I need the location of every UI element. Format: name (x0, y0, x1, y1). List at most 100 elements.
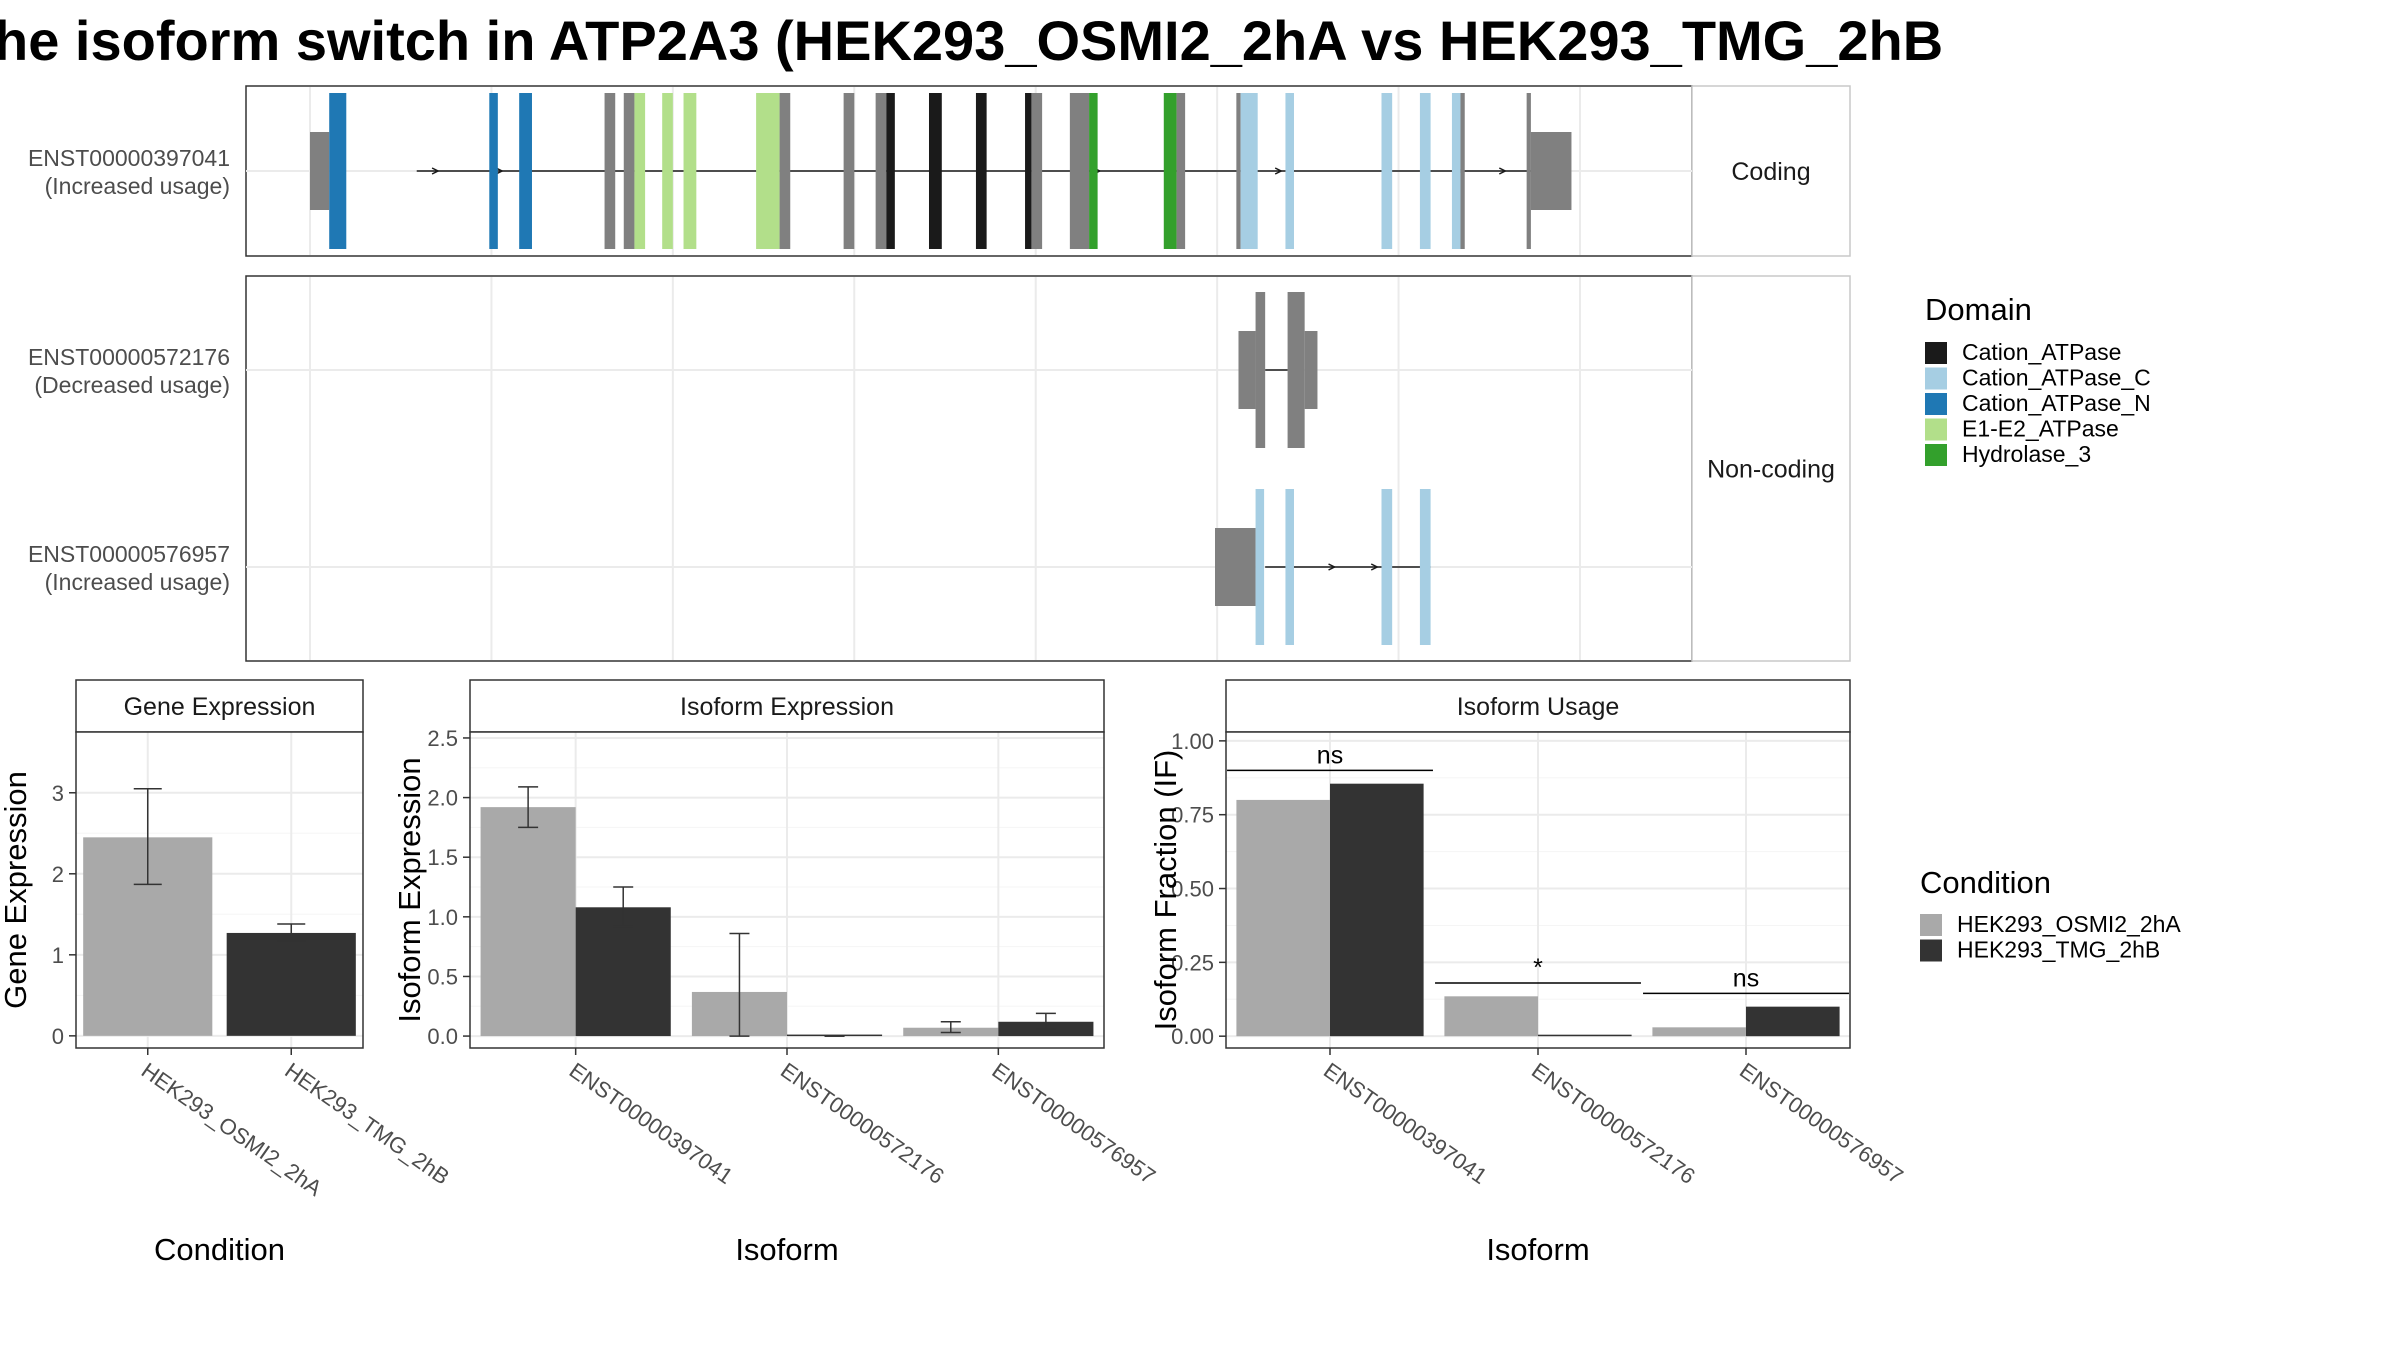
y-tick-label: 2.5 (427, 726, 458, 751)
exon-Cation_ATPase_C (1419, 93, 1431, 249)
strand-arrow (495, 167, 504, 175)
exon-none (1304, 331, 1318, 409)
strip-coding (1691, 85, 1851, 257)
domain-legend-title: Domain (1925, 292, 2032, 327)
transcript-usage-label: (Decreased usage) (34, 372, 230, 398)
domain-legend-label: E1-E2_ATPase (1962, 416, 2119, 442)
strand-arrow (431, 167, 440, 175)
exon-Cation_ATPase_N (329, 93, 347, 249)
transcript-id-label: ENST00000572176 (28, 344, 230, 370)
y-tick-label: 0.5 (427, 964, 458, 989)
bar-HEK293_OSMI2_2hA (1236, 799, 1330, 1037)
domain-legend-swatch (1925, 444, 1947, 466)
bar-charts: Gene Expression0123HEK293_OSMI2_2hAHEK29… (0, 679, 1908, 1267)
bar-HEK293_TMG_2hB (575, 907, 671, 1037)
x-axis-title: Condition (154, 1232, 285, 1267)
y-tick-label: 0.25 (1171, 950, 1214, 975)
domain-legend-label: Cation_ATPase_C (1962, 365, 2151, 391)
y-axis-title: Isoform Fraction (IF) (1148, 750, 1183, 1031)
chart-1: Gene Expression0123HEK293_OSMI2_2hAHEK29… (0, 679, 454, 1267)
bar-HEK293_TMG_2hB (1330, 783, 1424, 1037)
exon-none (1069, 93, 1090, 249)
exon-Hydrolase_3 (1163, 93, 1177, 249)
exon-Cation_ATPase_C (1381, 489, 1393, 645)
y-tick-label: 1.0 (427, 905, 458, 930)
x-tick-label: ENST00000572176 (1527, 1058, 1700, 1189)
chart-2: Isoform Expression0.00.51.01.52.02.5ENST… (392, 679, 1160, 1267)
domain-legend-label: Cation_ATPase_N (1962, 390, 2151, 416)
significance-label: ns (1317, 741, 1343, 769)
strand-arrow (1370, 563, 1379, 571)
exon-none (1287, 292, 1305, 448)
transcript-structure-panel: CodingNon-codingENST00000397041(Increase… (28, 85, 1851, 662)
exon-Cation_ATPase_C (1419, 489, 1431, 645)
y-tick-label: 0.75 (1171, 803, 1214, 828)
significance-label: * (1533, 954, 1543, 982)
transcript-id-label: ENST00000397041 (28, 145, 230, 171)
exon-E1-E2_ATPase (634, 93, 646, 249)
domain-legend-swatch (1925, 418, 1947, 441)
chart-title-strip (75, 679, 364, 733)
y-tick-label: 0 (52, 1024, 64, 1049)
bar-HEK293_OSMI2_2hA (1652, 1027, 1746, 1037)
exon-Cation_ATPase_N (519, 93, 532, 249)
chart-3: Isoform Usage 0.00 0.25 0.50 0.75 1.00 ns * ns EN… (1148, 679, 1908, 1267)
exon-none (1215, 528, 1256, 606)
y-axis-title: Gene Expression (0, 771, 33, 1009)
x-tick-label: ENST00000576957 (987, 1058, 1160, 1189)
exon-Cation_ATPase_N (489, 93, 498, 249)
y-tick-label: 0.0 (427, 1024, 458, 1049)
exon-none (1460, 93, 1465, 249)
condition-legend-label: HEK293_TMG_2hB (1957, 937, 2160, 963)
exon-Cation_ATPase_C (1285, 93, 1294, 249)
bar-HEK293_TMG_2hB (1746, 1006, 1840, 1037)
transcript-panel-noncoding (245, 275, 1693, 662)
exon-Hydrolase_3 (1089, 93, 1098, 249)
exon-none (1255, 292, 1266, 448)
chart-title: Isoform Expression (680, 693, 894, 721)
y-tick-label: 0.00 (1171, 1024, 1214, 1049)
exon-none (310, 132, 330, 210)
domain-legend-swatch (1925, 342, 1947, 364)
exon-none (604, 93, 616, 249)
exon-Cation_ATPase_C (1255, 489, 1265, 645)
chart-title-strip (469, 679, 1105, 733)
transcript-usage-label: (Increased usage) (45, 173, 230, 199)
strand-arrow (1274, 167, 1283, 175)
exon-E1-E2_ATPase (683, 93, 697, 249)
y-tick-label: 1.00 (1171, 729, 1214, 754)
condition-legend-label: HEK293_OSMI2_2hA (1957, 911, 2181, 937)
x-tick-label: ENST00000576957 (1735, 1058, 1908, 1189)
transcript-id-label: ENST00000576957 (28, 541, 230, 567)
exon-Cation_ATPase (886, 93, 895, 249)
bar-HEK293_OSMI2_2hA (1444, 996, 1538, 1037)
chart-title: Isoform Usage (1457, 693, 1620, 721)
y-tick-label: 2 (52, 862, 64, 887)
exon-none (1526, 93, 1531, 249)
bar-HEK293_OSMI2_2hA (480, 807, 576, 1037)
y-tick-label: 2.0 (427, 786, 458, 811)
domain-legend-label: Hydrolase_3 (1962, 441, 2091, 467)
x-axis-title: Isoform (735, 1232, 838, 1267)
significance-label: ns (1733, 964, 1759, 992)
x-axis-title: Isoform (1486, 1232, 1589, 1267)
domain-legend-swatch (1925, 367, 1947, 390)
x-tick-label: ENST00000572176 (776, 1058, 949, 1189)
chart-title: Gene Expression (124, 693, 316, 721)
strip-label-coding: Coding (1731, 158, 1810, 186)
exon-Cation_ATPase (1025, 93, 1032, 249)
bar-HEK293_TMG_2hB (1538, 1034, 1632, 1037)
exon-none (623, 93, 635, 249)
exon-none (875, 93, 887, 249)
domain-legend-label: Cation_ATPase (1962, 339, 2121, 365)
domain-legend: Domain Cation_ATPaseCation_ATPase_CCation… (1925, 292, 2151, 467)
exon-Cation_ATPase (975, 93, 987, 249)
exon-Cation_ATPase_C (1285, 489, 1294, 645)
condition-legend-swatch (1920, 914, 1942, 936)
exon-none (1031, 93, 1043, 249)
strand-arrow (1328, 563, 1337, 571)
x-tick-label: ENST00000397041 (565, 1058, 738, 1189)
plot-border (75, 731, 364, 1049)
figure-title: he isoform switch in ATP2A3 (HEK293_OSMI… (0, 9, 1943, 72)
